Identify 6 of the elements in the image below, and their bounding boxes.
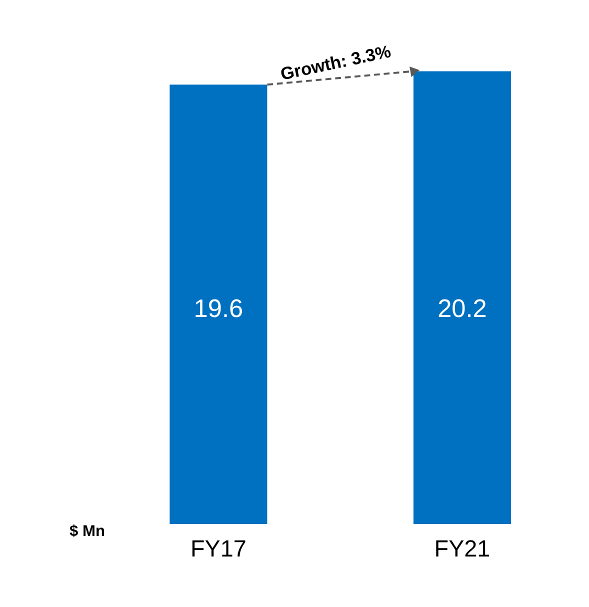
y-axis-title: $ Mn [70, 523, 106, 540]
data-label: 19.6 [194, 295, 244, 324]
data-label: 20.2 [438, 295, 487, 324]
x-tick-label: FY21 [434, 536, 490, 562]
annotation: Growth: 3.3% [278, 41, 393, 84]
x-tick-label: FY17 [190, 536, 246, 562]
